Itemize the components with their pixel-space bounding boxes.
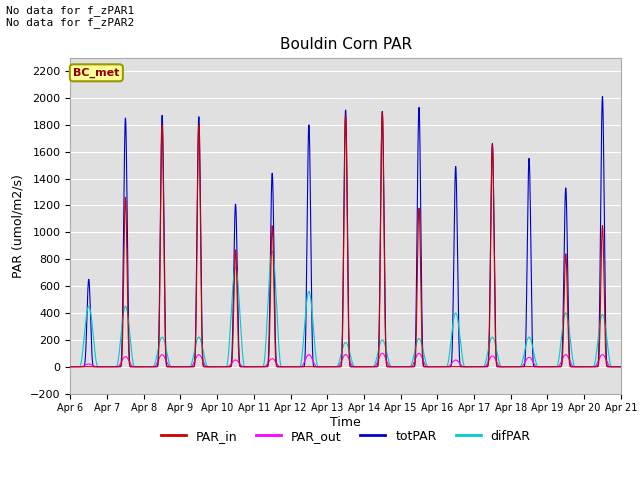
difPAR [617,364,625,370]
PAR_in [616,364,624,370]
Legend: PAR_in, PAR_out, totPAR, difPAR: PAR_in, PAR_out, totPAR, difPAR [156,425,536,448]
PAR_out [166,363,173,369]
Text: BC_met: BC_met [73,68,120,78]
PAR_in [617,364,625,370]
Line: PAR_out: PAR_out [70,353,621,367]
totPAR [67,364,74,370]
totPAR [438,364,446,370]
difPAR [67,364,74,370]
difPAR [166,360,173,366]
totPAR [469,364,477,370]
PAR_out [67,364,74,370]
difPAR [469,364,477,370]
difPAR [438,364,446,370]
PAR_in [325,364,333,370]
PAR_out [616,364,624,370]
PAR_out [325,364,333,370]
PAR_out [500,364,508,370]
totPAR [500,364,508,370]
PAR_out [438,364,446,370]
Y-axis label: PAR (umol/m2/s): PAR (umol/m2/s) [12,174,24,277]
PAR_in [67,364,74,370]
totPAR [166,364,173,370]
difPAR [616,364,624,370]
PAR_in [500,364,508,370]
PAR_in [438,364,446,370]
difPAR [500,364,508,370]
totPAR [616,364,624,370]
Text: No data for f_zPAR1
No data for f_zPAR2: No data for f_zPAR1 No data for f_zPAR2 [6,5,134,28]
Title: Bouldin Corn PAR: Bouldin Corn PAR [280,37,412,52]
totPAR [598,94,606,99]
Line: totPAR: totPAR [70,96,621,367]
PAR_out [469,364,477,370]
PAR_out [617,364,625,370]
Line: difPAR: difPAR [70,251,621,367]
PAR_in [469,364,477,370]
PAR_in [166,364,173,370]
Line: PAR_in: PAR_in [70,113,621,367]
totPAR [325,364,333,370]
difPAR [325,364,333,370]
totPAR [617,364,625,370]
X-axis label: Time: Time [330,416,361,429]
difPAR [268,248,276,254]
PAR_out [415,350,423,356]
PAR_in [378,110,386,116]
